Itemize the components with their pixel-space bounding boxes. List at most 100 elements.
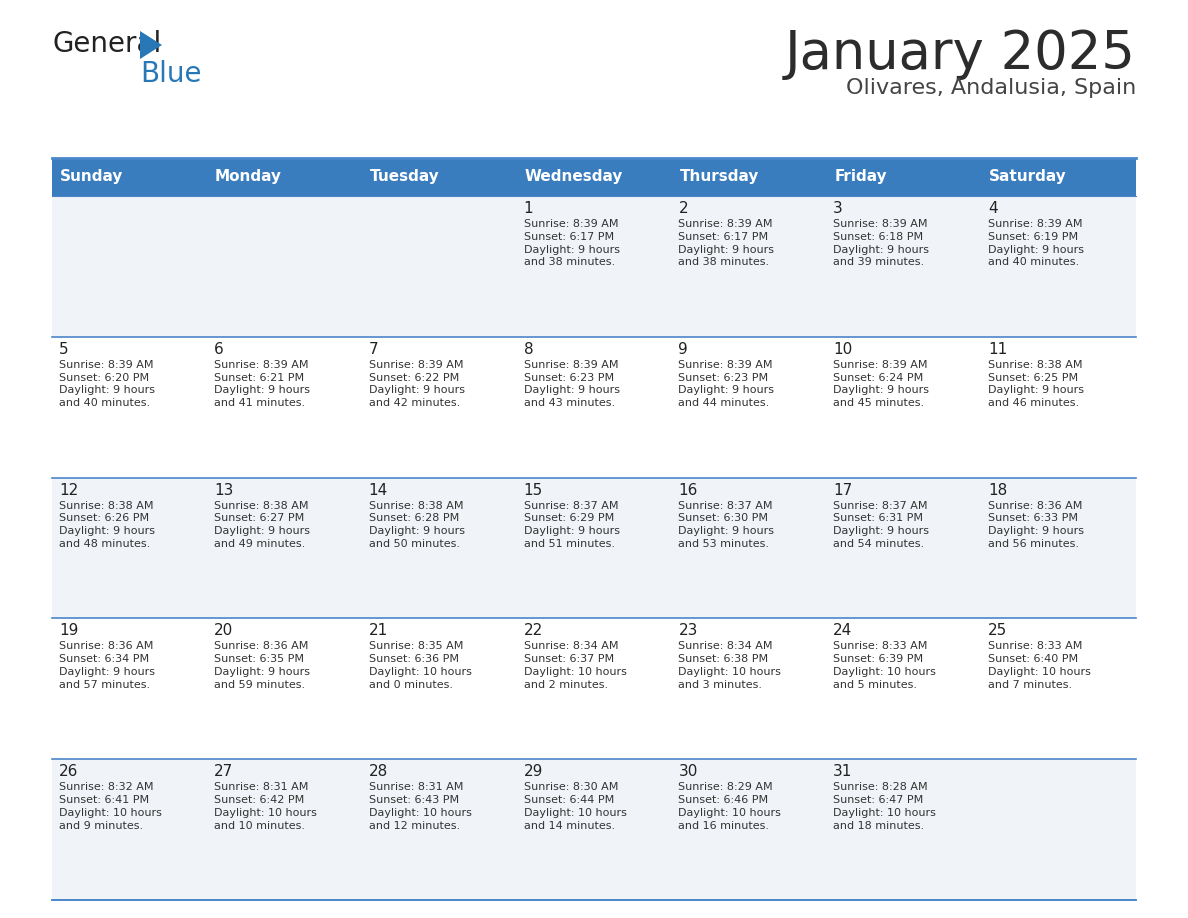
Text: Olivares, Andalusia, Spain: Olivares, Andalusia, Spain xyxy=(846,78,1136,98)
Bar xyxy=(827,759,981,900)
Bar xyxy=(981,619,1136,759)
Text: 15: 15 xyxy=(524,483,543,498)
Text: 14: 14 xyxy=(368,483,388,498)
Bar xyxy=(827,477,981,619)
Text: 24: 24 xyxy=(833,623,853,638)
Text: 22: 22 xyxy=(524,623,543,638)
Text: Sunrise: 8:37 AM
Sunset: 6:29 PM
Daylight: 9 hours
and 51 minutes.: Sunrise: 8:37 AM Sunset: 6:29 PM Dayligh… xyxy=(524,500,620,549)
Bar xyxy=(517,477,671,619)
Bar xyxy=(207,619,361,759)
Bar xyxy=(671,477,827,619)
Bar xyxy=(671,337,827,477)
Text: Sunrise: 8:37 AM
Sunset: 6:31 PM
Daylight: 9 hours
and 54 minutes.: Sunrise: 8:37 AM Sunset: 6:31 PM Dayligh… xyxy=(833,500,929,549)
Text: Sunday: Sunday xyxy=(61,169,124,184)
Text: Sunrise: 8:38 AM
Sunset: 6:27 PM
Daylight: 9 hours
and 49 minutes.: Sunrise: 8:38 AM Sunset: 6:27 PM Dayligh… xyxy=(214,500,310,549)
Bar xyxy=(827,619,981,759)
Text: Sunrise: 8:35 AM
Sunset: 6:36 PM
Daylight: 10 hours
and 0 minutes.: Sunrise: 8:35 AM Sunset: 6:36 PM Dayligh… xyxy=(368,642,472,689)
Bar xyxy=(361,158,517,196)
Text: Sunrise: 8:39 AM
Sunset: 6:20 PM
Daylight: 9 hours
and 40 minutes.: Sunrise: 8:39 AM Sunset: 6:20 PM Dayligh… xyxy=(59,360,154,409)
Text: 7: 7 xyxy=(368,341,378,357)
Text: 2: 2 xyxy=(678,201,688,216)
Text: Sunrise: 8:36 AM
Sunset: 6:34 PM
Daylight: 9 hours
and 57 minutes.: Sunrise: 8:36 AM Sunset: 6:34 PM Dayligh… xyxy=(59,642,154,689)
Text: Sunrise: 8:37 AM
Sunset: 6:30 PM
Daylight: 9 hours
and 53 minutes.: Sunrise: 8:37 AM Sunset: 6:30 PM Dayligh… xyxy=(678,500,775,549)
Text: Saturday: Saturday xyxy=(990,169,1067,184)
Text: 25: 25 xyxy=(988,623,1007,638)
Text: 27: 27 xyxy=(214,764,233,779)
Bar xyxy=(517,158,671,196)
Text: Sunrise: 8:38 AM
Sunset: 6:25 PM
Daylight: 9 hours
and 46 minutes.: Sunrise: 8:38 AM Sunset: 6:25 PM Dayligh… xyxy=(988,360,1085,409)
Text: 21: 21 xyxy=(368,623,388,638)
Bar xyxy=(517,759,671,900)
Text: Blue: Blue xyxy=(140,60,202,88)
Text: 23: 23 xyxy=(678,623,697,638)
Bar xyxy=(981,337,1136,477)
Text: Sunrise: 8:39 AM
Sunset: 6:23 PM
Daylight: 9 hours
and 44 minutes.: Sunrise: 8:39 AM Sunset: 6:23 PM Dayligh… xyxy=(678,360,775,409)
Text: Sunrise: 8:31 AM
Sunset: 6:42 PM
Daylight: 10 hours
and 10 minutes.: Sunrise: 8:31 AM Sunset: 6:42 PM Dayligh… xyxy=(214,782,317,831)
Bar xyxy=(981,196,1136,337)
Text: Wednesday: Wednesday xyxy=(525,169,623,184)
Bar xyxy=(671,759,827,900)
Text: 4: 4 xyxy=(988,201,998,216)
Bar xyxy=(52,619,207,759)
Text: 29: 29 xyxy=(524,764,543,779)
Bar xyxy=(52,759,207,900)
Text: 11: 11 xyxy=(988,341,1007,357)
Text: Sunrise: 8:33 AM
Sunset: 6:39 PM
Daylight: 10 hours
and 5 minutes.: Sunrise: 8:33 AM Sunset: 6:39 PM Dayligh… xyxy=(833,642,936,689)
Text: General: General xyxy=(52,30,162,58)
Text: 10: 10 xyxy=(833,341,853,357)
Text: January 2025: January 2025 xyxy=(785,28,1136,80)
Bar xyxy=(361,337,517,477)
Text: 31: 31 xyxy=(833,764,853,779)
Text: 12: 12 xyxy=(59,483,78,498)
Bar xyxy=(827,337,981,477)
Text: 30: 30 xyxy=(678,764,697,779)
Text: 6: 6 xyxy=(214,341,223,357)
Text: 28: 28 xyxy=(368,764,388,779)
Text: Sunrise: 8:39 AM
Sunset: 6:17 PM
Daylight: 9 hours
and 38 minutes.: Sunrise: 8:39 AM Sunset: 6:17 PM Dayligh… xyxy=(524,219,620,267)
Bar xyxy=(52,477,207,619)
Bar xyxy=(671,196,827,337)
Text: Sunrise: 8:39 AM
Sunset: 6:24 PM
Daylight: 9 hours
and 45 minutes.: Sunrise: 8:39 AM Sunset: 6:24 PM Dayligh… xyxy=(833,360,929,409)
Text: Friday: Friday xyxy=(834,169,887,184)
Text: Sunrise: 8:30 AM
Sunset: 6:44 PM
Daylight: 10 hours
and 14 minutes.: Sunrise: 8:30 AM Sunset: 6:44 PM Dayligh… xyxy=(524,782,626,831)
Bar xyxy=(827,196,981,337)
Text: Tuesday: Tuesday xyxy=(369,169,440,184)
Text: Sunrise: 8:36 AM
Sunset: 6:33 PM
Daylight: 9 hours
and 56 minutes.: Sunrise: 8:36 AM Sunset: 6:33 PM Dayligh… xyxy=(988,500,1085,549)
Text: Sunrise: 8:39 AM
Sunset: 6:17 PM
Daylight: 9 hours
and 38 minutes.: Sunrise: 8:39 AM Sunset: 6:17 PM Dayligh… xyxy=(678,219,775,267)
Text: Sunrise: 8:33 AM
Sunset: 6:40 PM
Daylight: 10 hours
and 7 minutes.: Sunrise: 8:33 AM Sunset: 6:40 PM Dayligh… xyxy=(988,642,1091,689)
Text: 26: 26 xyxy=(59,764,78,779)
Bar xyxy=(517,196,671,337)
Bar xyxy=(52,337,207,477)
Text: 5: 5 xyxy=(59,341,69,357)
Bar xyxy=(361,619,517,759)
Text: Sunrise: 8:31 AM
Sunset: 6:43 PM
Daylight: 10 hours
and 12 minutes.: Sunrise: 8:31 AM Sunset: 6:43 PM Dayligh… xyxy=(368,782,472,831)
Bar xyxy=(207,337,361,477)
Text: 16: 16 xyxy=(678,483,697,498)
Bar xyxy=(981,158,1136,196)
Text: Monday: Monday xyxy=(215,169,282,184)
Bar xyxy=(52,158,207,196)
Text: Sunrise: 8:38 AM
Sunset: 6:28 PM
Daylight: 9 hours
and 50 minutes.: Sunrise: 8:38 AM Sunset: 6:28 PM Dayligh… xyxy=(368,500,465,549)
Text: Sunrise: 8:39 AM
Sunset: 6:19 PM
Daylight: 9 hours
and 40 minutes.: Sunrise: 8:39 AM Sunset: 6:19 PM Dayligh… xyxy=(988,219,1085,267)
Bar xyxy=(517,619,671,759)
Bar xyxy=(981,477,1136,619)
Polygon shape xyxy=(140,31,162,59)
Text: 3: 3 xyxy=(833,201,843,216)
Text: 19: 19 xyxy=(59,623,78,638)
Text: Sunrise: 8:28 AM
Sunset: 6:47 PM
Daylight: 10 hours
and 18 minutes.: Sunrise: 8:28 AM Sunset: 6:47 PM Dayligh… xyxy=(833,782,936,831)
Text: 8: 8 xyxy=(524,341,533,357)
Text: Sunrise: 8:36 AM
Sunset: 6:35 PM
Daylight: 9 hours
and 59 minutes.: Sunrise: 8:36 AM Sunset: 6:35 PM Dayligh… xyxy=(214,642,310,689)
Bar xyxy=(671,619,827,759)
Text: Sunrise: 8:38 AM
Sunset: 6:26 PM
Daylight: 9 hours
and 48 minutes.: Sunrise: 8:38 AM Sunset: 6:26 PM Dayligh… xyxy=(59,500,154,549)
Text: Sunrise: 8:32 AM
Sunset: 6:41 PM
Daylight: 10 hours
and 9 minutes.: Sunrise: 8:32 AM Sunset: 6:41 PM Dayligh… xyxy=(59,782,162,831)
Text: Sunrise: 8:39 AM
Sunset: 6:21 PM
Daylight: 9 hours
and 41 minutes.: Sunrise: 8:39 AM Sunset: 6:21 PM Dayligh… xyxy=(214,360,310,409)
Bar xyxy=(207,158,361,196)
Text: Sunrise: 8:39 AM
Sunset: 6:22 PM
Daylight: 9 hours
and 42 minutes.: Sunrise: 8:39 AM Sunset: 6:22 PM Dayligh… xyxy=(368,360,465,409)
Text: 13: 13 xyxy=(214,483,233,498)
Bar xyxy=(207,759,361,900)
Text: 18: 18 xyxy=(988,483,1007,498)
Text: Thursday: Thursday xyxy=(680,169,759,184)
Bar xyxy=(207,477,361,619)
Bar xyxy=(207,196,361,337)
Text: 9: 9 xyxy=(678,341,688,357)
